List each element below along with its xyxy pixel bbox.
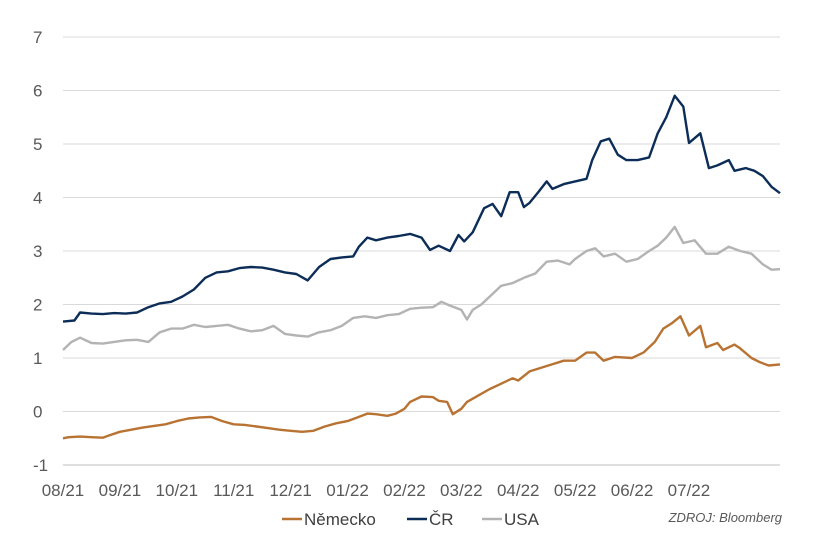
series-line-německo [62, 315, 781, 440]
gridlines [63, 36, 780, 466]
x-tick-label: 12/21 [269, 481, 312, 500]
y-tick-label: 6 [33, 82, 42, 101]
x-tick-label: 10/21 [156, 481, 199, 500]
series-line-čr [62, 94, 781, 323]
legend: Německo ČR USA [282, 510, 540, 529]
y-tick-label: 2 [33, 296, 42, 315]
legend-label: ČR [429, 510, 454, 529]
source-note: ZDROJ: Bloomberg [668, 510, 783, 525]
y-tick-label: -1 [33, 456, 48, 475]
y-tick-label: 5 [33, 135, 42, 154]
x-tick-label: 01/22 [326, 481, 369, 500]
series-line-usa [62, 225, 781, 351]
x-tick-label: 03/22 [440, 481, 483, 500]
x-tick-label: 11/21 [213, 481, 254, 500]
x-tick-label: 05/22 [554, 481, 597, 500]
y-axis-tick-labels: -1 0 1 2 3 4 5 6 7 [33, 28, 48, 475]
legend-label: Německo [304, 510, 376, 529]
legend-label: USA [504, 510, 540, 529]
y-tick-label: 3 [33, 242, 42, 261]
y-tick-label: 1 [33, 349, 42, 368]
y-tick-label: 0 [33, 403, 42, 422]
x-tick-label: 08/21 [42, 481, 85, 500]
x-tick-label: 09/21 [99, 481, 142, 500]
y-tick-label: 4 [33, 189, 42, 208]
series-lines [62, 94, 781, 440]
x-tick-label: 06/22 [611, 481, 654, 500]
x-axis-tick-labels: 08/21 09/21 10/21 11/21 12/21 01/22 02/22 03/22… [42, 481, 710, 500]
x-tick-label: 07/22 [668, 481, 711, 500]
y-tick-label: 7 [33, 28, 42, 47]
x-tick-label: 04/22 [497, 481, 540, 500]
x-tick-label: 02/22 [383, 481, 426, 500]
